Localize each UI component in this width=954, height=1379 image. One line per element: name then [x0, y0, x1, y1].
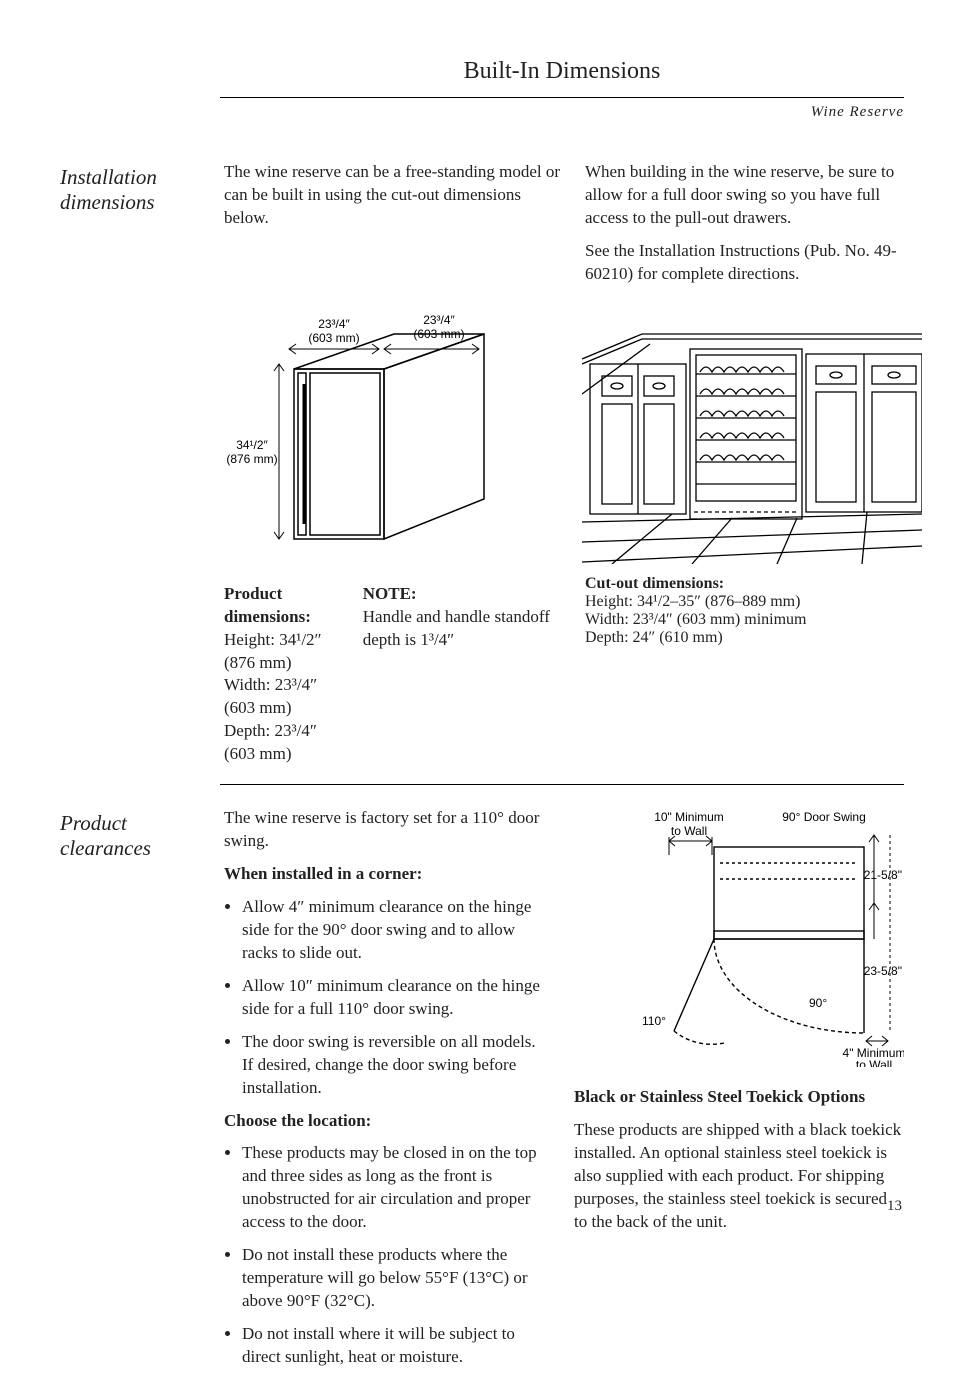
list-item: Do not install these products where the … [242, 1244, 550, 1313]
figure-product-dimensions: 23³/4″ (603 mm) 23³/4″ (603 mm) 34¹/2″ (… [224, 314, 554, 569]
label-110: 110° [642, 1014, 666, 1028]
rule-top [220, 97, 904, 98]
dim-height-mm: (876 mm) [226, 452, 277, 466]
corner-heading: When installed in a corner: [224, 863, 550, 886]
clearance-intro: The wine reserve is factory set for a 11… [224, 807, 550, 853]
figure-cutout [582, 314, 922, 569]
dim-depth: 23³/4″ [423, 314, 455, 327]
cutout-heading: Cut-out dimensions: [585, 575, 922, 593]
product-dims-width: Width: 23³/4″ (603 mm) [224, 674, 343, 720]
list-item: These products may be closed in on the t… [242, 1142, 550, 1234]
page-number: 13 [887, 1198, 902, 1215]
dim-21: 21-5/8" [864, 868, 902, 882]
label-4min-towall: to Wall [856, 1058, 892, 1067]
install-right-1: When building in the wine reserve, be su… [585, 161, 922, 230]
label-90swing: 90° Door Swing [782, 810, 866, 824]
label-towall: to Wall [671, 824, 707, 838]
label-10min: 10" Minimum [654, 810, 724, 824]
install-intro: The wine reserve can be a free-standing … [224, 161, 561, 230]
rule-mid [220, 784, 904, 785]
list-item: Allow 10″ minimum clearance on the hinge… [242, 975, 550, 1021]
product-dims-height: Height: 34¹/2″ (876 mm) [224, 629, 343, 675]
page-title: Built-In Dimensions [220, 58, 904, 85]
dim-23: 23-5/8" [864, 964, 902, 978]
cutout-depth: Depth: 24″ (610 mm) [585, 629, 922, 647]
cutout-width: Width: 23³/4″ (603 mm) minimum [585, 611, 922, 629]
list-item: Do not install where it will be subject … [242, 1323, 550, 1369]
toekick-text: These products are shipped with a black … [574, 1119, 904, 1234]
section-label-clearances: Product clearances [60, 807, 200, 1379]
figure-door-swing: 10" Minimum to Wall 90° Door Swing [574, 807, 904, 1072]
list-item: The door swing is reversible on all mode… [242, 1031, 550, 1100]
label-90: 90° [809, 996, 827, 1010]
cutout-height: Height: 34¹/2–35″ (876–889 mm) [585, 593, 922, 611]
list-item: Allow 4″ minimum clearance on the hinge … [242, 896, 550, 965]
product-dims-depth: Depth: 23³/4″ (603 mm) [224, 720, 343, 766]
corner-bullets: Allow 4″ minimum clearance on the hinge … [224, 896, 550, 1100]
toekick-heading: Black or Stainless Steel Toekick Options [574, 1086, 904, 1109]
location-heading: Choose the location: [224, 1110, 550, 1133]
section-label-installation: Installation dimensions [60, 161, 200, 766]
dim-width: 23³/4″ [318, 317, 350, 331]
product-dims-heading: Product dimensions: [224, 583, 343, 629]
note-heading: NOTE: [363, 583, 561, 606]
dim-width-mm: (603 mm) [308, 331, 359, 345]
dim-height: 34¹/2″ [236, 438, 268, 452]
install-right-2: See the Installation Instructions (Pub. … [585, 240, 922, 286]
note-text: Handle and handle standoff depth is 1³/4… [363, 606, 561, 652]
subtitle: Wine Reserve [220, 104, 904, 121]
location-bullets: These products may be closed in on the t… [224, 1142, 550, 1368]
